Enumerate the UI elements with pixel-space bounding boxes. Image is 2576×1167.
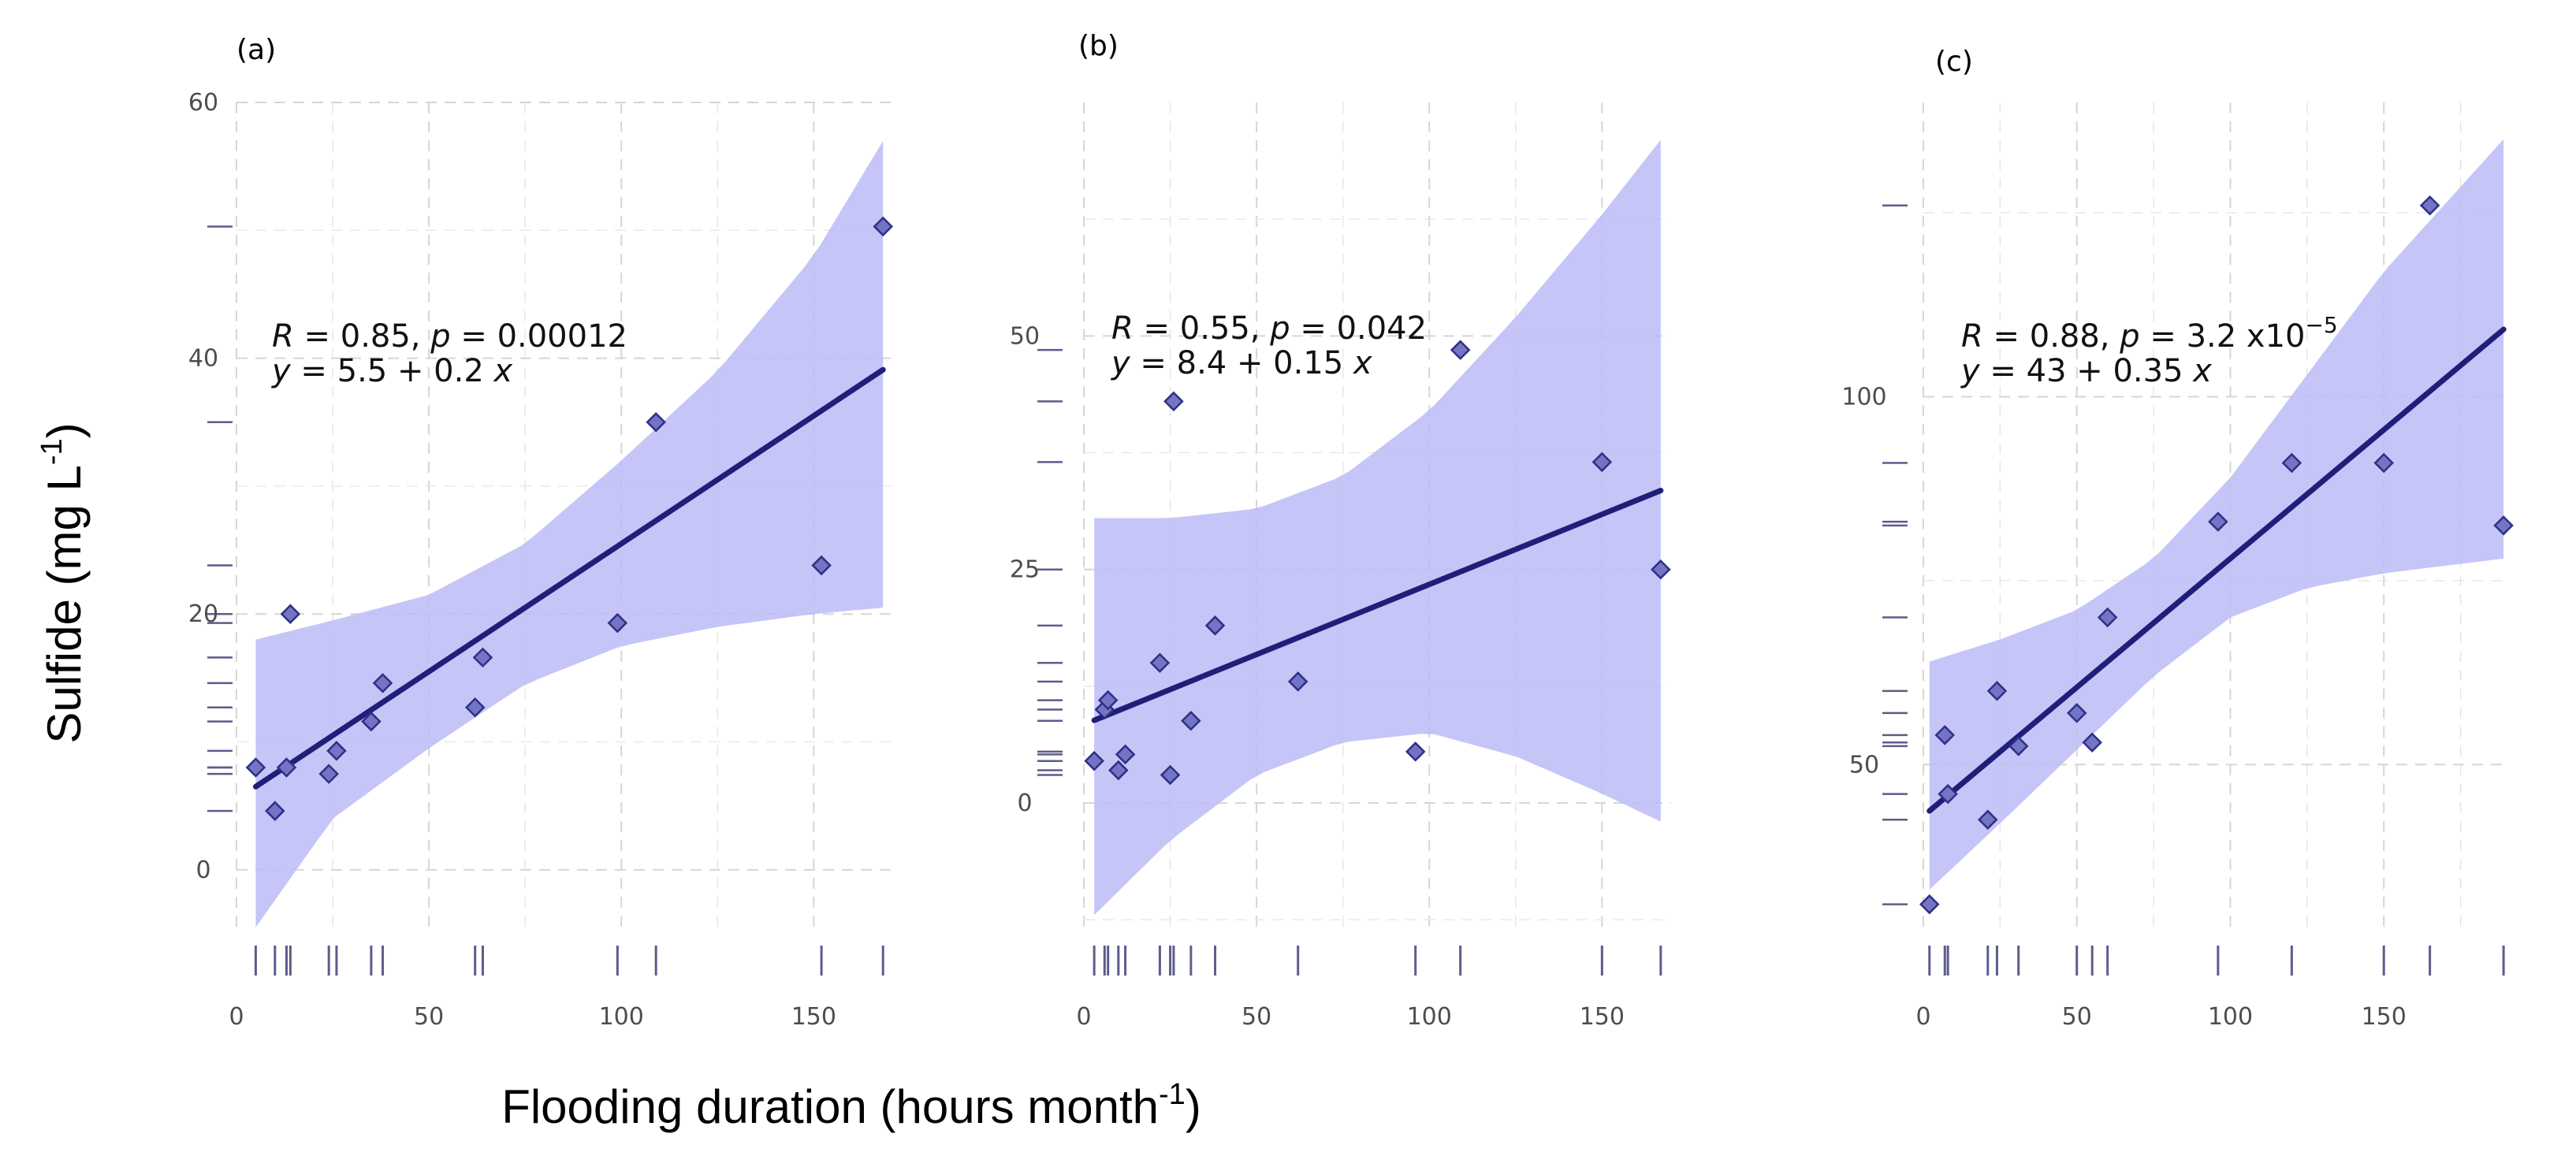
regression-line bbox=[1926, 326, 2507, 814]
stats-annotation: R = 0.55, p = 0.042 bbox=[1111, 310, 1427, 347]
data-point bbox=[318, 764, 339, 784]
data-point bbox=[873, 216, 894, 237]
x-tick-label: 150 bbox=[791, 1003, 836, 1031]
x-tick-label: 100 bbox=[1407, 1003, 1452, 1031]
data-point bbox=[1405, 741, 1426, 762]
data-point bbox=[1204, 615, 1226, 636]
data-point bbox=[1181, 710, 1201, 731]
data-point bbox=[1160, 764, 1181, 786]
x-tick-label: 150 bbox=[2362, 1003, 2407, 1031]
y-tick-label: 50 bbox=[1849, 751, 1879, 779]
stats-annotation: R = 0.88, p = 3.2 x10−5 bbox=[1961, 312, 2338, 355]
y-axis-title: Sulfide (mg L-1) bbox=[35, 422, 91, 743]
equation-annotation: y = 43 + 0.35 x bbox=[1960, 353, 2212, 389]
y-tick-label: 60 bbox=[188, 89, 218, 117]
data-point bbox=[1163, 391, 1184, 412]
x-tick-label: 100 bbox=[599, 1003, 644, 1031]
data-point bbox=[1115, 744, 1136, 765]
data-point bbox=[1978, 809, 1998, 831]
y-tick-label: 0 bbox=[195, 857, 210, 884]
confidence-band bbox=[255, 140, 884, 927]
data-point bbox=[1450, 340, 1471, 360]
data-point bbox=[1934, 725, 1956, 745]
panel-label: (b) bbox=[1078, 30, 1119, 62]
data-point bbox=[245, 757, 266, 778]
x-tick-label: 150 bbox=[1580, 1003, 1625, 1031]
data-point bbox=[1651, 559, 1671, 580]
x-tick-label: 50 bbox=[1241, 1003, 1271, 1031]
data-point bbox=[280, 604, 301, 624]
x-tick-label: 50 bbox=[2062, 1003, 2092, 1031]
confidence-band bbox=[1094, 139, 1661, 916]
data-point bbox=[472, 647, 493, 668]
data-point bbox=[811, 555, 832, 576]
regression-line bbox=[252, 366, 886, 790]
equation-annotation: y = 8.4 + 0.15 x bbox=[1111, 345, 1372, 381]
data-point bbox=[2082, 732, 2102, 753]
data-point bbox=[326, 741, 347, 761]
data-point bbox=[646, 412, 666, 433]
data-point bbox=[1919, 894, 1940, 915]
data-point bbox=[2097, 607, 2118, 628]
x-tick-label: 100 bbox=[2208, 1003, 2253, 1031]
y-tick-label: 50 bbox=[1010, 322, 1040, 350]
data-point bbox=[2419, 195, 2440, 216]
data-point bbox=[2493, 515, 2514, 536]
y-tick-label: 20 bbox=[188, 600, 218, 628]
data-point bbox=[372, 673, 393, 693]
data-point bbox=[464, 697, 486, 718]
y-tick-label: 40 bbox=[188, 345, 218, 373]
data-point bbox=[2373, 452, 2394, 474]
x-tick-label: 0 bbox=[1915, 1003, 1930, 1031]
stats-annotation: R = 0.85, p = 0.00012 bbox=[272, 318, 627, 355]
x-tick-label: 0 bbox=[229, 1003, 244, 1031]
x-tick-label: 50 bbox=[414, 1003, 444, 1031]
data-point bbox=[2008, 736, 2029, 756]
panel-c: 0 50 100 150 50 100 (c) R = 0.88, p = 3.2 x10−5… bbox=[1841, 46, 2514, 1031]
data-point bbox=[2281, 452, 2302, 474]
panel-label: (c) bbox=[1935, 46, 1973, 78]
x-axis-title: Flooding duration (hours month-1) bbox=[501, 1078, 1201, 1133]
data-point bbox=[265, 801, 285, 821]
data-point bbox=[1287, 671, 1308, 692]
data-point bbox=[1938, 783, 1958, 805]
data-point bbox=[276, 757, 297, 778]
equation-annotation: y = 5.5 + 0.2 x bbox=[271, 353, 513, 389]
data-point bbox=[1084, 750, 1104, 771]
data-point bbox=[1108, 760, 1129, 781]
panel-a: 0 50 100 150 0 20 40 60 (a) R = 0.85, p = 0.00012… bbox=[188, 34, 894, 1031]
data-point bbox=[607, 612, 628, 634]
data-point bbox=[1097, 689, 1119, 711]
y-tick-label: 0 bbox=[1017, 790, 1032, 817]
x-tick-label: 0 bbox=[1076, 1003, 1091, 1031]
regression-line bbox=[1091, 488, 1664, 723]
data-point bbox=[1986, 681, 2008, 701]
data-point bbox=[1591, 452, 1613, 473]
panel-label: (a) bbox=[236, 34, 276, 66]
data-point bbox=[2208, 511, 2228, 532]
data-point bbox=[361, 711, 382, 732]
y-tick-label: 100 bbox=[1841, 383, 1886, 411]
data-point bbox=[1149, 652, 1171, 674]
data-point bbox=[2066, 703, 2087, 723]
y-tick-label: 25 bbox=[1010, 556, 1040, 584]
